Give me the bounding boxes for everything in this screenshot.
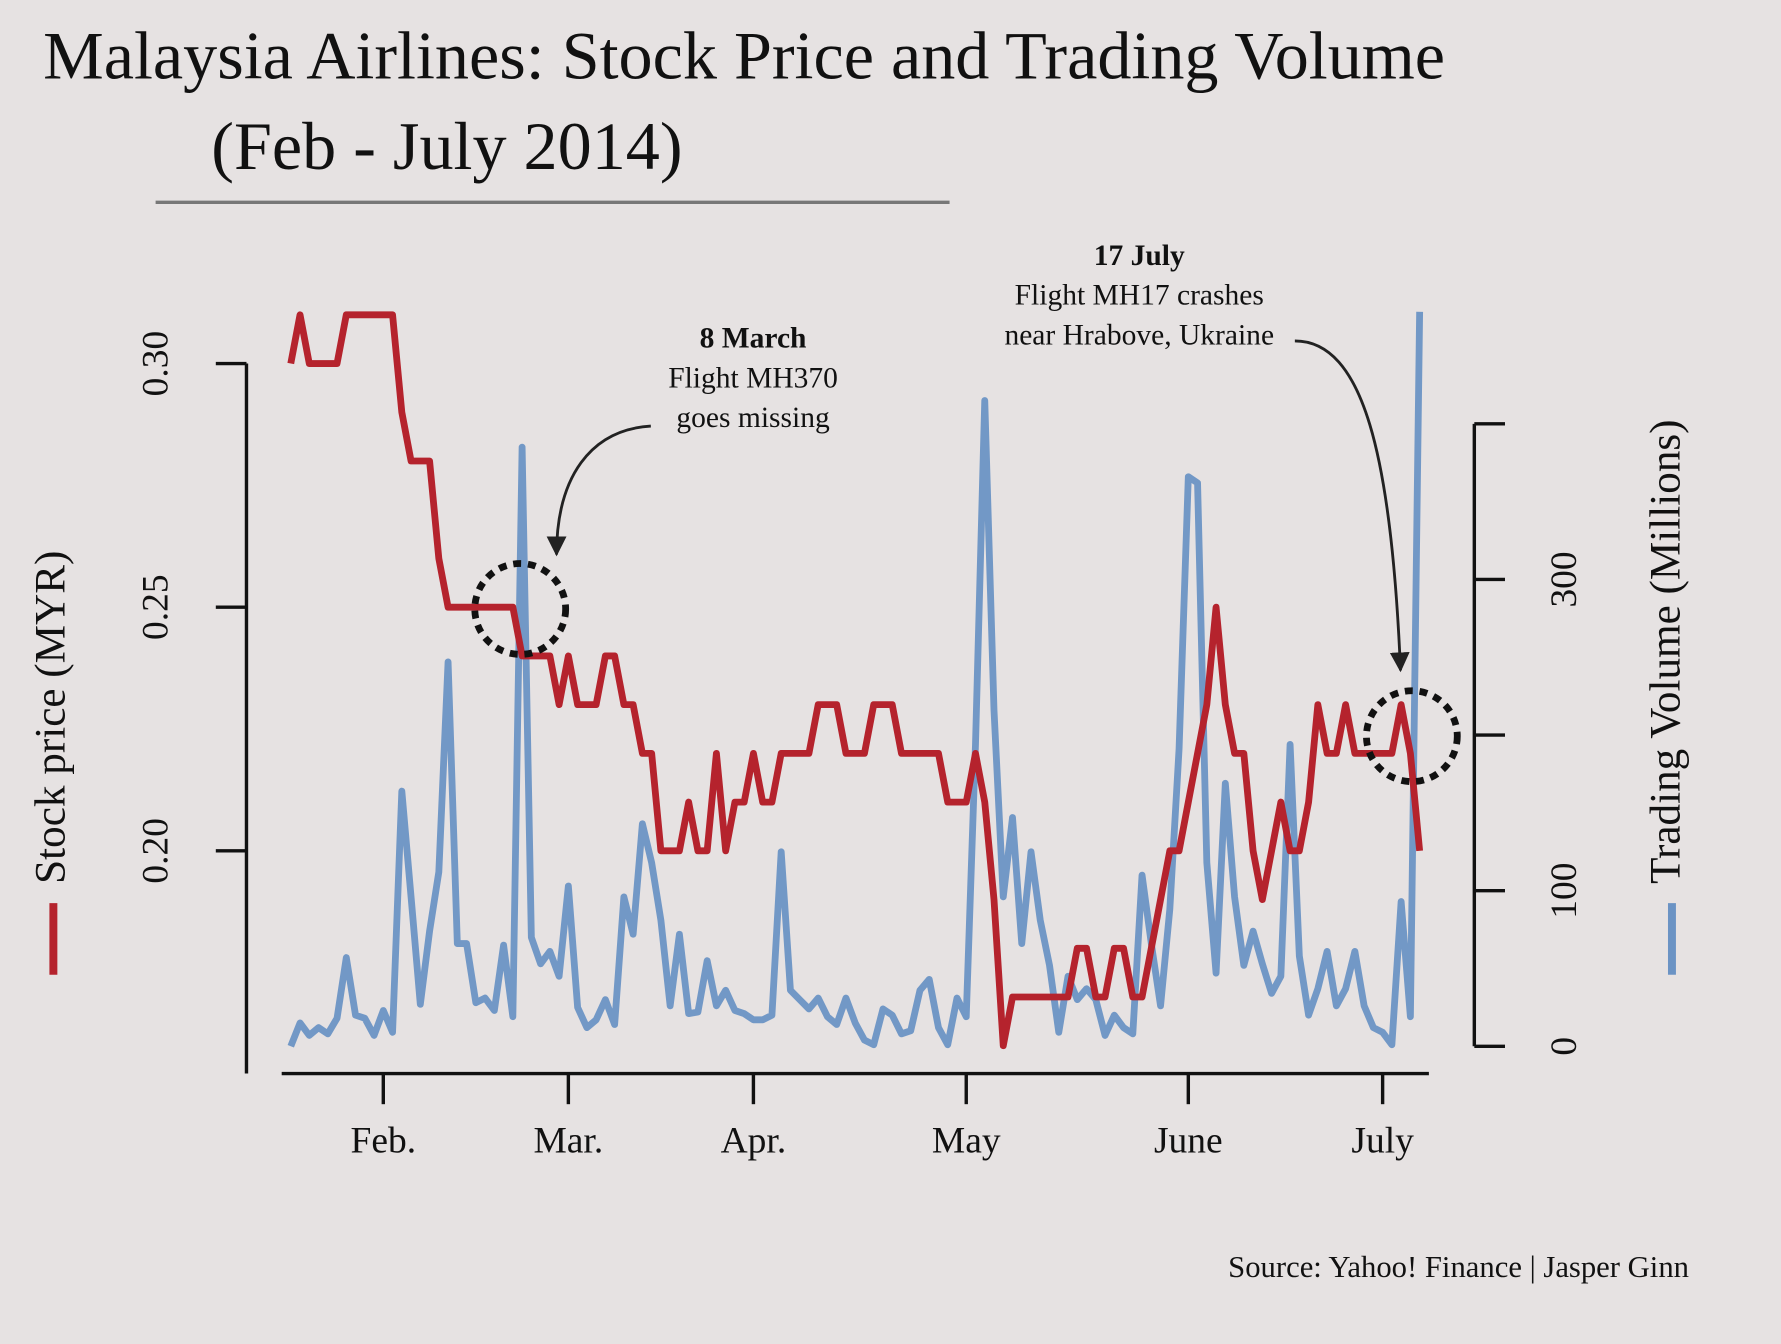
y-tick-label: 0.30: [136, 331, 177, 397]
series-line: [287, 311, 1424, 1049]
series-line: [287, 311, 1424, 1050]
y2-tick-label: 100: [1544, 863, 1585, 919]
y2-tick-label: 0: [1544, 1037, 1585, 1056]
x-tick-label: Feb.: [351, 1121, 417, 1162]
x-tick-label: June: [1154, 1121, 1223, 1162]
annotation-arrow: [1294, 339, 1410, 673]
x-tick-label: May: [932, 1121, 1001, 1162]
highlight-circle: [471, 560, 570, 658]
y-tick-label: 0.25: [136, 574, 177, 640]
axis-title: Trading Volume (Millions): [1643, 419, 1690, 883]
annotation-title: 8 March: [700, 323, 807, 355]
chart-subtitle: (Feb - July 2014): [211, 108, 682, 184]
source: Source: Yahoo! Finance | Jasper Ginn: [1228, 1250, 1689, 1284]
x-tick-label: Apr.: [721, 1121, 787, 1162]
axis-title: Stock price (MYR): [27, 551, 74, 884]
annotation-text: near Hrabove, Ukraine: [1004, 319, 1274, 351]
x-tick-label: Mar.: [533, 1121, 603, 1162]
y-tick-label: 0.20: [136, 818, 177, 884]
annotation-arrow: [546, 424, 651, 557]
y2-tick-label: 300: [1544, 551, 1585, 607]
x-tick-label: July: [1351, 1121, 1414, 1162]
chart-title: Malaysia Airlines: Stock Price and Tradi…: [43, 17, 1445, 93]
annotation-text: Flight MH370: [668, 362, 838, 394]
annotation-title: 17 July: [1094, 240, 1185, 272]
annotation-text: goes missing: [676, 402, 830, 434]
highlight-circle: [1363, 687, 1461, 786]
annotation-text: Flight MH17 crashes: [1015, 280, 1264, 312]
